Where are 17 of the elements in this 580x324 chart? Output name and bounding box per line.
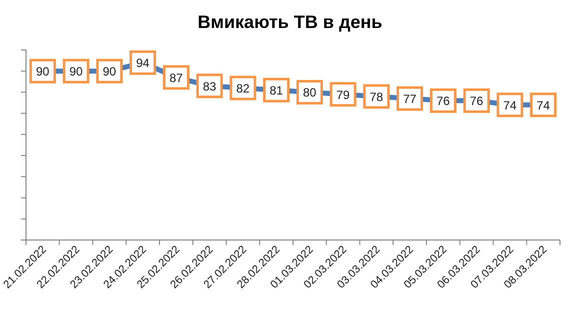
data-label: 80 xyxy=(303,86,317,100)
data-label: 79 xyxy=(336,88,350,102)
data-label: 76 xyxy=(436,94,450,108)
data-label: 78 xyxy=(370,90,384,104)
data-label: 77 xyxy=(403,92,417,106)
data-label: 74 xyxy=(503,98,517,112)
data-label: 74 xyxy=(536,98,550,112)
data-label: 83 xyxy=(202,79,217,94)
data-label: 94 xyxy=(136,56,150,70)
data-label: 90 xyxy=(102,64,116,79)
data-label: 90 xyxy=(36,64,50,79)
data-label: 82 xyxy=(236,82,250,96)
data-label: 81 xyxy=(270,84,284,98)
chart-title: Вмикають ТВ в день xyxy=(198,12,382,32)
data-label: 87 xyxy=(170,70,184,85)
data-label: 90 xyxy=(69,64,84,79)
data-label: 76 xyxy=(470,94,484,108)
